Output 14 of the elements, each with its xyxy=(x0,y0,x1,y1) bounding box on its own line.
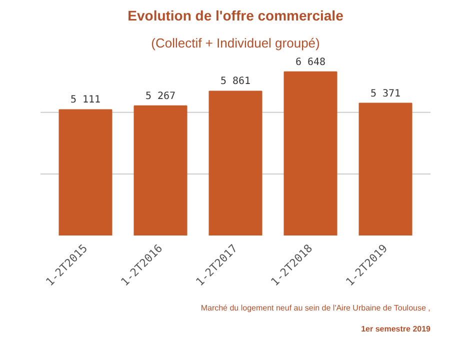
bar xyxy=(134,105,188,236)
data-label: 5 267 xyxy=(145,90,176,102)
bar xyxy=(358,102,412,236)
data-label: 5 371 xyxy=(370,88,401,100)
data-label: 6 648 xyxy=(295,56,326,68)
chart-title: Evolution de l'offre commerciale xyxy=(128,8,344,24)
bar xyxy=(58,109,112,236)
bar xyxy=(208,90,262,236)
text: 1er semestre 2019 xyxy=(361,324,432,334)
text: Marché du logement neuf au sein de l'Aire Urbaine de Toulouse , xyxy=(200,304,430,312)
bar xyxy=(284,71,338,236)
data-label: 5 111 xyxy=(70,94,101,106)
chart-subtitle: (Collectif + Individuel groupé) xyxy=(151,36,320,50)
data-label: 5 861 xyxy=(220,76,251,88)
